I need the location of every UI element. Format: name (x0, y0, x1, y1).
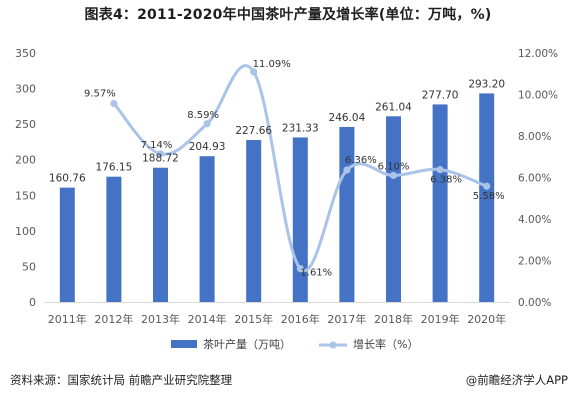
x-tick-label: 2020年 (467, 312, 506, 326)
y-left-tick-label: 350 (15, 47, 36, 60)
growth-rate-point (203, 120, 211, 128)
y-left-tick-label: 150 (15, 189, 36, 202)
growth-rate-point (483, 182, 491, 190)
legend-label-line: 增长率（%） (353, 337, 418, 351)
line-data-label: 7.14% (141, 140, 173, 151)
legend-label-bar: 茶叶产量（万吨） (203, 337, 291, 351)
x-tick-label: 2015年 (234, 312, 273, 326)
y-right-tick-label: 10.00% (518, 90, 558, 102)
y-left-tick-label: 200 (15, 154, 36, 167)
line-data-label: 6.10% (378, 161, 410, 172)
bar (432, 104, 448, 303)
y-right-tick-label: 2.00% (518, 256, 551, 268)
x-tick-label: 2016年 (281, 312, 320, 326)
y-right-tick-label: 8.00% (518, 131, 551, 143)
source-note: 资料来源：国家统计局 前瞻产业研究院整理 (10, 373, 233, 387)
y-left-tick-label: 100 (15, 225, 36, 238)
bar-data-label: 176.15 (96, 162, 133, 174)
x-tick-label: 2011年 (48, 312, 87, 326)
chart-title: 图表4：2011-2020年中国茶叶产量及增长率(单位：万吨，%) (84, 7, 492, 23)
x-tick-label: 2012年 (94, 312, 133, 326)
growth-rate-line (112, 64, 488, 273)
x-tick-label: 2018年 (374, 312, 413, 326)
bar (199, 156, 215, 302)
growth-rate-point (156, 150, 165, 158)
bar-data-label: 277.70 (422, 89, 459, 101)
x-tick-label: 2019年 (421, 312, 460, 326)
brand-text: @前瞻经济学人APP (465, 373, 568, 387)
y-right-tick-label: 0.00% (518, 297, 551, 309)
y-left-tick-label: 50 (22, 260, 36, 273)
line-data-label: 5.58% (473, 191, 505, 202)
x-tick-label: 2017年 (327, 312, 366, 326)
line-data-label: 1.61% (300, 268, 332, 279)
growth-rate-point (436, 166, 444, 174)
bar-data-label: 227.66 (235, 125, 272, 137)
bar-data-label: 231.33 (282, 122, 319, 134)
bar-data-label: 246.04 (329, 112, 366, 124)
bar (106, 176, 122, 302)
line-data-label: 6.38% (430, 175, 462, 186)
bar-data-label: 293.20 (468, 78, 505, 90)
y-left-tick-label: 300 (15, 83, 36, 96)
x-tick-label: 2014年 (188, 312, 227, 326)
growth-rate-point (250, 68, 258, 76)
y-right-tick-label: 4.00% (518, 214, 551, 226)
brand-credit: @前瞻经济学人APP (466, 372, 568, 388)
y-left-tick-label: 0 (29, 296, 36, 309)
growth-rate-point (110, 99, 118, 108)
bar (153, 167, 168, 302)
growth-rate-point (343, 166, 351, 174)
line-data-label: 11.09% (253, 59, 291, 70)
bar (246, 140, 262, 302)
legend-marker-line (329, 341, 337, 349)
line-data-label: 9.57% (84, 88, 116, 99)
bar (59, 187, 75, 302)
bar-data-label: 204.93 (189, 141, 226, 153)
bar (386, 116, 401, 302)
growth-rate-point (389, 171, 398, 180)
growth-rate-point (296, 264, 304, 273)
bar-data-label: 261.04 (375, 101, 412, 113)
y-right-tick-label: 12.00% (518, 48, 558, 60)
bar-data-label: 188.72 (142, 153, 179, 165)
bar (479, 93, 495, 302)
legend-swatch-bar (171, 340, 197, 348)
y-left-tick-label: 250 (15, 118, 36, 131)
line-data-label: 6.36% (345, 155, 377, 166)
bar (339, 126, 355, 302)
bar-data-label: 160.76 (49, 173, 86, 185)
x-tick-label: 2013年 (141, 312, 180, 326)
y-right-tick-label: 6.00% (518, 173, 551, 185)
line-data-label: 8.59% (187, 110, 219, 121)
